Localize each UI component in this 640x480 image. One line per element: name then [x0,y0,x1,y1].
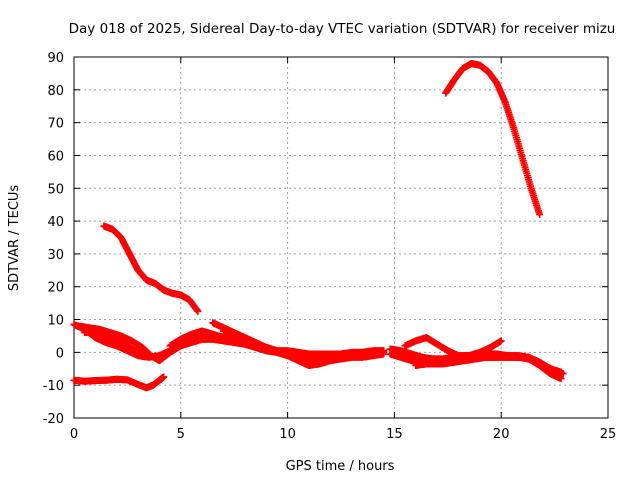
data-point [160,373,168,381]
data-point [559,370,567,378]
plot-border [73,56,609,419]
y-tick-label: 10 [47,314,64,329]
x-tick-label: 5 [177,427,185,442]
data-point [536,211,544,219]
series-low-start [70,373,168,392]
series-early-c [81,327,153,360]
x-axis-title: GPS time / hours [286,459,395,474]
x-tick-label: 0 [70,427,78,442]
chart-title: Day 018 of 2025, Sidereal Day-to-day VTE… [69,21,616,37]
data-points [70,60,567,392]
x-tick-label: 10 [279,427,296,442]
y-tick-label: 60 [47,149,64,164]
y-tick-label: -10 [43,379,64,394]
axis-ticks: 0 5 10 15 20 25 -20 -10 0 10 20 30 40 50 60 70 80 90 [43,51,617,442]
series-late-4 [412,353,567,378]
x-tick-label: 15 [386,427,403,442]
series-high-arc [442,60,544,219]
y-tick-label: -20 [43,412,64,427]
y-tick-label: 20 [47,281,64,296]
y-tick-label: 40 [47,215,64,230]
series-descending [100,222,202,315]
y-tick-label: 50 [47,182,64,197]
x-tick-label: 20 [493,427,510,442]
y-tick-label: 80 [47,84,64,99]
y-tick-label: 90 [47,51,64,66]
y-tick-label: 70 [47,117,64,132]
x-tick-label: 25 [600,427,617,442]
series-mid-4 [220,327,388,361]
data-point [194,307,202,315]
data-point [145,352,153,360]
y-tick-label: 0 [56,346,64,361]
y-tick-label: 30 [47,248,64,263]
data-point [380,347,388,355]
y-axis-title: SDTVAR / TECUs [7,185,22,292]
data-point [497,337,505,345]
